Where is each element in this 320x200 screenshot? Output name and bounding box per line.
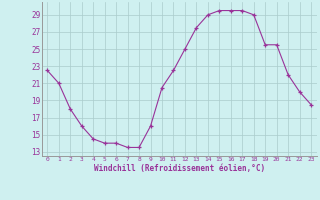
X-axis label: Windchill (Refroidissement éolien,°C): Windchill (Refroidissement éolien,°C) — [94, 164, 265, 173]
